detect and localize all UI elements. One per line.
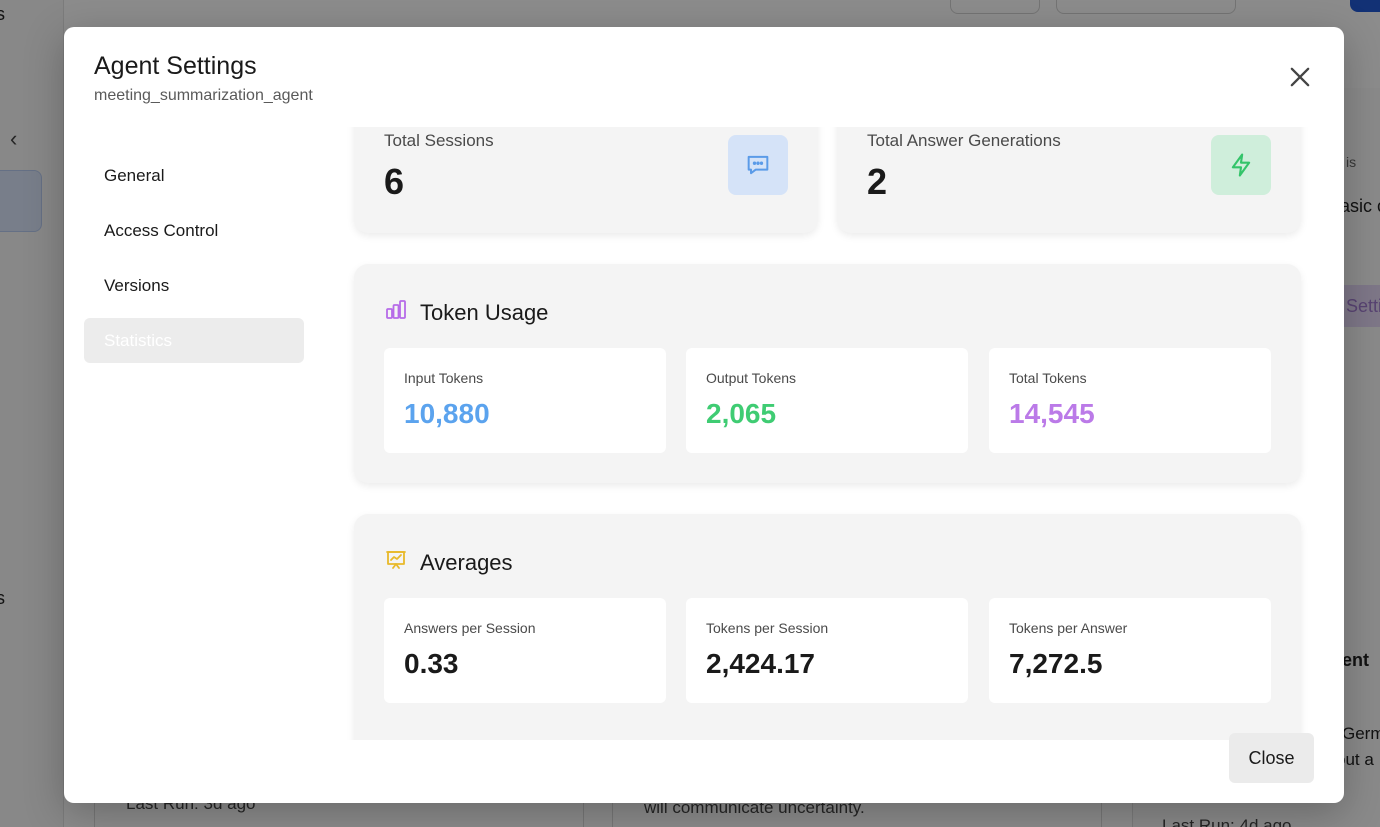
lightning-icon [1211,135,1271,195]
modal-title: Agent Settings [94,52,257,80]
modal-subtitle: meeting_summarization_agent [94,87,313,104]
total-sessions-label: Total Sessions [384,131,494,150]
close-button[interactable]: Close [1229,733,1314,783]
background-top-button [1056,0,1236,14]
agent-settings-modal: Agent Settings meeting_summarization_age… [64,27,1344,803]
answers-per-session-label: Answers per Session [404,620,536,636]
nav-item-general[interactable]: General [104,165,165,185]
tokens-per-session-card: Tokens per Session 2,424.17 [686,598,968,703]
token-usage-title: Token Usage [420,300,549,325]
total-answer-generations-card: Total Answer Generations 2 [837,127,1301,233]
total-tokens-value: 14,545 [1009,398,1095,429]
tokens-per-session-label: Tokens per Session [706,620,829,636]
background-top-button [950,0,1040,14]
background-text-fragment: Setti [1346,296,1380,316]
total-sessions-value: 6 [384,161,405,202]
chevron-left-icon: ‹ [10,126,18,151]
background-rail-active-item [0,170,42,232]
presentation-chart-icon [384,548,408,578]
background-primary-button [1350,0,1380,12]
background-text-fragment: out a [1336,750,1374,769]
bar-chart-icon [384,298,408,328]
settings-nav: General Access Control Versions Statisti… [84,153,304,373]
input-tokens-label: Input Tokens [404,370,484,386]
chat-icon [728,135,788,195]
total-answer-generations-label: Total Answer Generations [867,131,1061,150]
tokens-per-answer-value: 7,272.5 [1009,648,1103,679]
total-answer-generations-value: 2 [867,161,888,202]
nav-item-access-control[interactable]: Access Control [104,220,219,240]
averages-title: Averages [420,550,513,575]
averages-heading: Averages [384,548,513,578]
total-sessions-card: Total Sessions 6 [354,127,818,233]
background-text-fragment: s [0,4,5,24]
total-tokens-card: Total Tokens 14,545 [989,348,1271,453]
token-usage-panel: Token Usage Input Tokens 10,880 Output T… [354,264,1301,483]
background-left-rail: ‹ [0,0,64,827]
averages-panel: Averages Answers per Session 0.33 Tokens… [354,514,1301,740]
answers-per-session-value: 0.33 [404,648,459,679]
background-text-fragment: asic c [1340,196,1380,216]
token-usage-heading: Token Usage [384,298,548,328]
statistics-content[interactable]: Total Sessions 6 Total Answer Generation… [344,127,1314,740]
tokens-per-answer-card: Tokens per Answer 7,272.5 [989,598,1271,703]
background-text-fragment: s [0,588,5,608]
background-text-fragment: tent [1336,650,1369,670]
input-tokens-value: 10,880 [404,398,490,429]
background-text-fragment: Last Run: 4d ago [1162,816,1292,827]
tokens-per-answer-label: Tokens per Answer [1009,620,1128,636]
output-tokens-value: 2,065 [706,398,777,429]
nav-item-versions[interactable]: Versions [104,275,170,295]
output-tokens-card: Output Tokens 2,065 [686,348,968,453]
background-text-fragment: Germ [1342,724,1380,743]
input-tokens-card: Input Tokens 10,880 [384,348,666,453]
output-tokens-label: Output Tokens [706,370,797,386]
close-icon[interactable] [1286,63,1314,91]
answers-per-session-card: Answers per Session 0.33 [384,598,666,703]
background-text-fragment: is [1346,154,1357,170]
nav-item-statistics[interactable]: Statistics [84,318,304,363]
total-tokens-label: Total Tokens [1009,370,1087,386]
tokens-per-session-value: 2,424.17 [706,648,815,679]
